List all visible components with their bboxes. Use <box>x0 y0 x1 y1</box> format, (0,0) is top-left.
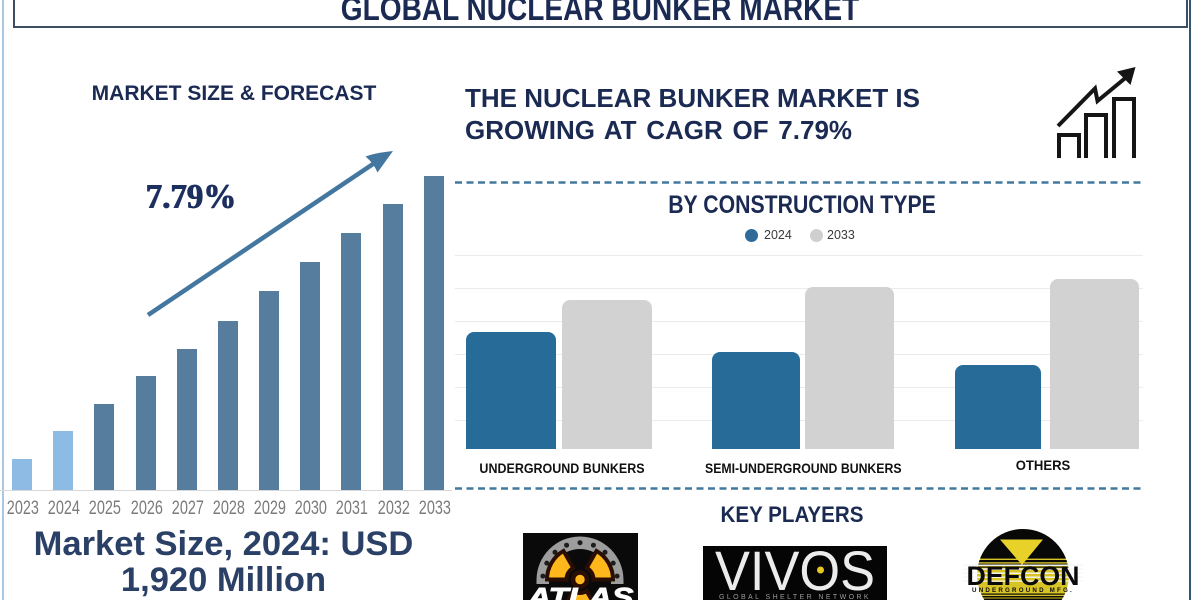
svg-text:DEFCON: DEFCON <box>967 561 1080 591</box>
svg-text:ATLAS: ATLAS <box>526 582 634 600</box>
svg-text:GLOBAL SHELTER NETWORK: GLOBAL SHELTER NETWORK <box>719 594 871 600</box>
svg-text:UNDERGROUND MFG.: UNDERGROUND MFG. <box>972 587 1074 594</box>
svg-text:VIVOS: VIVOS <box>715 546 875 600</box>
